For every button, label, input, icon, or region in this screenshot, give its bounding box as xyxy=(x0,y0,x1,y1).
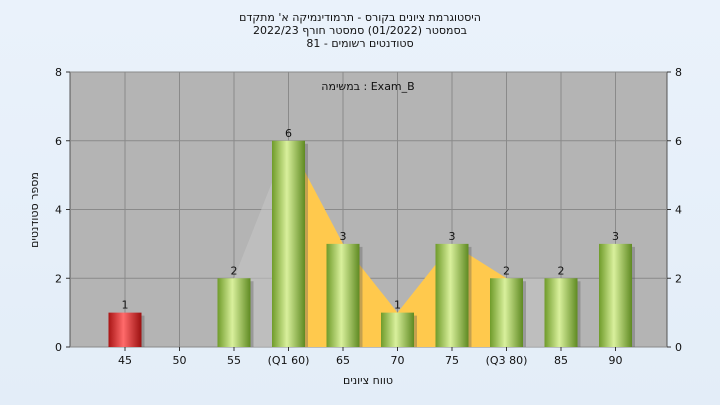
x-tick-label-2: 55 xyxy=(227,354,241,367)
y-tick-label-right-2: 2 xyxy=(675,272,682,285)
y-tick-label-right-4: 4 xyxy=(675,204,682,217)
bars xyxy=(108,140,635,347)
bar-5 xyxy=(381,312,414,347)
data-label-6: 3 xyxy=(449,230,456,243)
bar-2 xyxy=(217,278,251,347)
y-tick-label-right-8: 8 xyxy=(675,66,682,79)
data-label-7: 2 xyxy=(503,264,510,277)
x-tick-label-7: (Q3 80) xyxy=(486,354,528,367)
x-ticks: 45 50 55 (Q1 60) 65 70 75 (Q3 80) 85 90 xyxy=(118,347,623,367)
title-line-3: סטודנטים רשומים - 81 xyxy=(306,37,413,50)
y-tick-label-left-2: 2 xyxy=(55,272,62,285)
bar-4 xyxy=(326,243,360,347)
data-label-9: 3 xyxy=(612,230,619,243)
bar-7 xyxy=(490,278,523,347)
y-tick-label-right-6: 6 xyxy=(675,135,682,148)
title-line-2: בסמסטר (01/2022) סמסטר חורף 2022/23 xyxy=(253,24,467,37)
y-tick-label-left-0: 0 xyxy=(55,341,62,354)
y-tick-label-left-6: 6 xyxy=(55,135,62,148)
y-axis-label: מספר סטודנטים xyxy=(28,172,41,248)
data-label-0: 1 xyxy=(122,299,129,312)
bar-9 xyxy=(599,243,632,347)
x-axis-label: טווח ציונים xyxy=(343,374,393,387)
legend: במשימה : Exam_B xyxy=(321,80,414,93)
bar-6 xyxy=(435,243,469,347)
x-tick-label-1: 50 xyxy=(173,354,187,367)
y-tick-label-right-0: 0 xyxy=(675,341,682,354)
x-tick-label-4: 65 xyxy=(336,354,350,367)
y-ticks-left: 0 2 4 6 8 xyxy=(55,66,70,354)
y-ticks-right: 0 2 4 6 8 xyxy=(667,66,682,354)
data-label-8: 2 xyxy=(558,264,565,277)
x-tick-label-5: 70 xyxy=(391,354,405,367)
data-label-4: 3 xyxy=(340,230,347,243)
x-tick-label-0: 45 xyxy=(118,354,132,367)
bar-8 xyxy=(544,278,578,347)
bar-0 xyxy=(108,312,142,347)
x-tick-label-8: 85 xyxy=(554,354,568,367)
chart-title: היסטוגרמת ציונים בקורס - תרמודינמיקה א' … xyxy=(239,11,481,50)
y-tick-label-left-4: 4 xyxy=(55,204,62,217)
title-line-1: היסטוגרמת ציונים בקורס - תרמודינמיקה א' … xyxy=(239,11,481,24)
data-label-2: 2 xyxy=(231,264,238,277)
bar-3 xyxy=(272,140,305,347)
data-label-3: 6 xyxy=(285,127,292,140)
x-tick-label-6: 75 xyxy=(445,354,459,367)
y-tick-label-left-8: 8 xyxy=(55,66,62,79)
x-tick-label-3: (Q1 60) xyxy=(268,354,310,367)
data-label-5: 1 xyxy=(394,299,401,312)
x-tick-label-9: 90 xyxy=(609,354,623,367)
data-labels: 1 2 6 3 1 3 2 2 3 xyxy=(122,127,620,312)
